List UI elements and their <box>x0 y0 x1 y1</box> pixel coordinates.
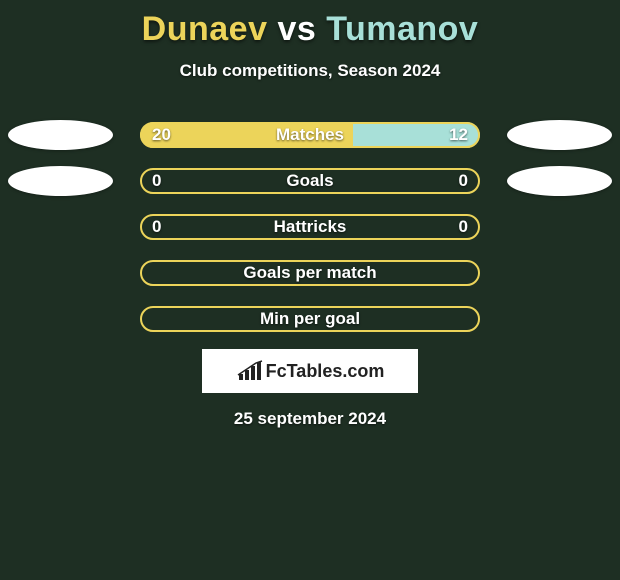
stat-row: Min per goal <box>0 303 620 335</box>
stat-row: Hattricks00 <box>0 211 620 243</box>
stat-bar-track <box>140 168 480 194</box>
stat-bar-track <box>140 306 480 332</box>
player-oval-right <box>507 166 612 196</box>
page-title: Dunaev vs Tumanov <box>0 0 620 49</box>
stat-bar-track <box>140 260 480 286</box>
fctables-logo[interactable]: FcTables.com <box>202 349 418 393</box>
stat-value-right: 0 <box>459 211 468 243</box>
chart-bars-icon <box>236 360 264 382</box>
logo-text: FcTables.com <box>266 361 385 382</box>
date-text: 25 september 2024 <box>0 409 620 429</box>
title-player-right: Tumanov <box>326 10 478 48</box>
stat-row: Goals per match <box>0 257 620 289</box>
player-oval-right <box>507 120 612 150</box>
stat-bar-track <box>140 122 480 148</box>
stat-bar-track <box>140 214 480 240</box>
player-oval-left <box>8 166 113 196</box>
stat-value-right: 12 <box>449 119 468 151</box>
stat-value-left: 0 <box>152 211 161 243</box>
stat-bar-left <box>140 122 353 148</box>
stat-value-left: 0 <box>152 165 161 197</box>
stat-row: Matches2012 <box>0 119 620 151</box>
player-oval-left <box>8 120 113 150</box>
subtitle: Club competitions, Season 2024 <box>0 61 620 81</box>
stat-row: Goals00 <box>0 165 620 197</box>
comparison-infographic: Dunaev vs Tumanov Club competitions, Sea… <box>0 0 620 580</box>
stat-value-right: 0 <box>459 165 468 197</box>
title-player-left: Dunaev <box>142 10 268 48</box>
title-vs: vs <box>277 10 316 48</box>
stat-value-left: 20 <box>152 119 171 151</box>
stat-rows: Matches2012Goals00Hattricks00Goals per m… <box>0 119 620 335</box>
